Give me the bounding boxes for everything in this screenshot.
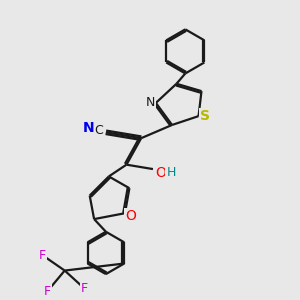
Text: F: F bbox=[44, 285, 51, 298]
Text: F: F bbox=[38, 249, 46, 262]
Text: F: F bbox=[81, 282, 88, 295]
Text: S: S bbox=[200, 109, 210, 123]
Text: N: N bbox=[146, 96, 155, 110]
Text: O: O bbox=[156, 166, 167, 180]
Text: H: H bbox=[167, 166, 176, 179]
Text: C: C bbox=[94, 124, 103, 137]
Text: O: O bbox=[125, 209, 136, 223]
Text: N: N bbox=[82, 121, 94, 135]
